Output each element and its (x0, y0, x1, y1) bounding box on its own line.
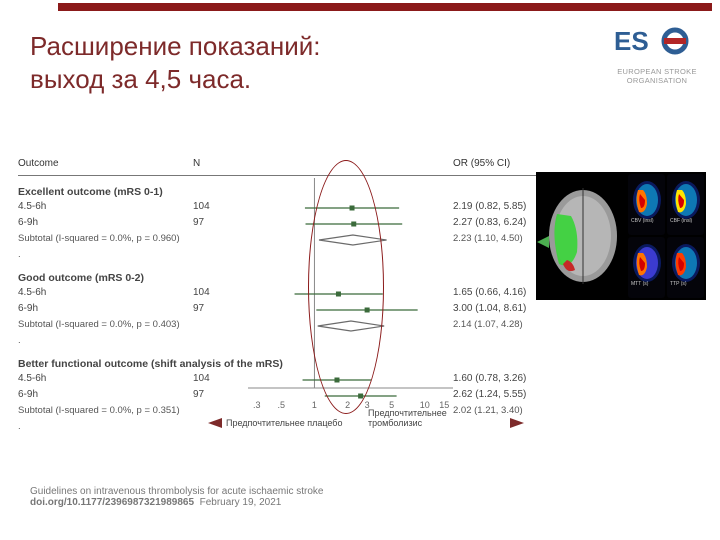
svg-text:TTP (s): TTP (s) (670, 281, 687, 287)
page-title: Расширение показаний: выход за 4,5 часа. (30, 30, 320, 95)
axis-tick: .5 (277, 400, 285, 410)
arrow-left-icon (208, 418, 222, 428)
ct-panel: CBV (insl) CBF (insl) MTT (s) TTP (s) (536, 172, 706, 300)
forest-header: Outcome N OR (95% CI) (18, 158, 568, 176)
guideline-citation: Guidelines on intravenous thrombolysis f… (30, 486, 323, 508)
guideline-date: February 19, 2021 (200, 497, 282, 508)
svg-text:CBF (insl): CBF (insl) (670, 218, 693, 224)
header-bar (58, 3, 712, 11)
ct-main (536, 172, 626, 300)
favors-left: Предпочтительнее плацебо (226, 418, 342, 428)
eso-logo: ES EUROPEAN STROKE ORGANISATION (614, 24, 700, 85)
ct-minis: CBV (insl) CBF (insl) MTT (s) TTP (s) (626, 172, 706, 300)
ct-mini: TTP (s) (667, 237, 704, 298)
title-line2: выход за 4,5 часа. (30, 64, 251, 94)
col-outcome: Outcome (18, 158, 193, 169)
guideline-text: Guidelines on intravenous thrombolysis f… (30, 486, 323, 497)
col-n: N (193, 158, 248, 169)
axis-tick: 2 (345, 400, 350, 410)
eso-logo-svg: ES (614, 24, 700, 62)
forest-plot: Outcome N OR (95% CI) Excellent outcome … (18, 158, 568, 448)
axis-tick: .3 (253, 400, 261, 410)
svg-text:MTT (s): MTT (s) (631, 281, 649, 287)
guideline-doi: doi.org/10.1177/2396987321989865 (30, 497, 194, 508)
axis-tick: 1 (312, 400, 317, 410)
svg-text:CBV (insl): CBV (insl) (631, 218, 654, 224)
ct-mini: CBV (insl) (628, 174, 665, 235)
logo-subtitle: EUROPEAN STROKE ORGANISATION (614, 67, 700, 85)
arrow-right-icon (510, 418, 524, 428)
col-or: OR (95% CI) (453, 158, 568, 169)
ct-mini: CBF (insl) (667, 174, 704, 235)
plot-area: .3.512351015 Предпочтительнее плацебо Пр… (248, 178, 453, 402)
ct-mini: MTT (s) (628, 237, 665, 298)
svg-text:ES: ES (614, 26, 649, 56)
favors-right: Предпочтительнее тромболизис (368, 408, 453, 428)
title-line1: Расширение показаний: (30, 31, 320, 61)
